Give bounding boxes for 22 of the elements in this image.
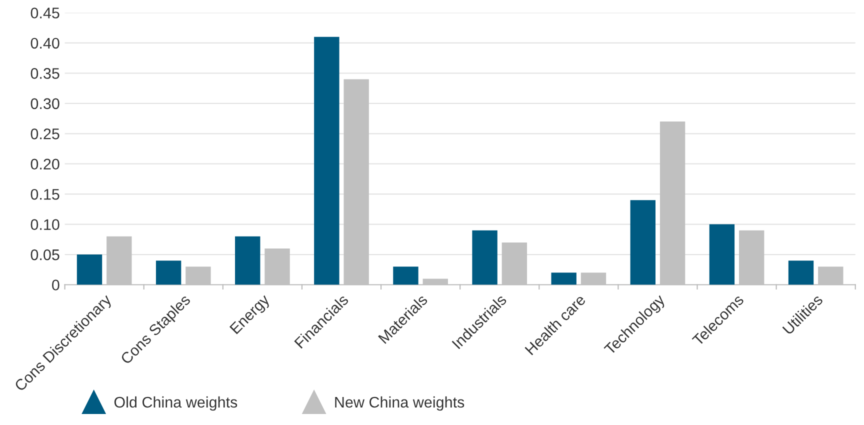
y-tick-label: 0.20 — [30, 158, 60, 170]
bar — [76, 254, 102, 285]
y-tick-label: 0.05 — [30, 249, 60, 260]
bar — [314, 36, 340, 285]
bar — [156, 260, 182, 285]
y-tick-label: 0 — [52, 280, 60, 290]
y-tick-label: 0.35 — [30, 68, 60, 79]
y-tick-label: 0.40 — [30, 38, 60, 49]
bar — [788, 260, 814, 285]
y-tick-label: 0.45 — [30, 8, 60, 18]
bar — [472, 230, 498, 285]
legend-label: New China weights — [335, 396, 464, 411]
bar — [709, 224, 735, 285]
bar — [235, 236, 260, 285]
bar — [393, 266, 418, 285]
legend-label: Old China weights — [114, 396, 238, 411]
bar — [630, 200, 656, 285]
bar — [551, 272, 576, 285]
y-tick-label: 0.10 — [30, 219, 60, 230]
y-tick-label: 0.25 — [30, 128, 60, 140]
y-tick-label: 0.15 — [30, 188, 60, 200]
y-tick-label: 0.30 — [30, 98, 60, 110]
